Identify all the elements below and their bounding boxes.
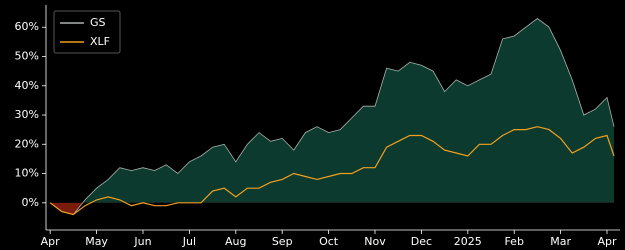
y-tick-label: 50%	[15, 49, 39, 62]
x-tick-label: 2025	[454, 235, 482, 248]
x-tick-label: Feb	[504, 235, 523, 248]
x-tick-label: Mar	[550, 235, 571, 248]
x-tick-label: May	[85, 235, 108, 248]
y-tick-label: 40%	[15, 79, 39, 92]
line	[49, 126, 615, 216]
y-tick-label: 0%	[22, 196, 39, 209]
legend-label: XLF	[90, 35, 110, 48]
y-tick-label: 10%	[15, 167, 39, 180]
area-above	[50, 18, 614, 203]
x-tick-label: Oct	[319, 235, 339, 248]
x-tick-label: Apr	[597, 235, 617, 248]
x-tick-label: Sep	[272, 235, 293, 248]
area-below	[50, 202, 83, 215]
y-tick-label: 20%	[15, 137, 39, 150]
x-tick-label: Dec	[411, 235, 432, 248]
legend-label: GS	[90, 16, 106, 29]
x-tick-label: Aug	[225, 235, 246, 248]
y-tick-label: 60%	[15, 20, 39, 33]
legend-box	[53, 10, 121, 54]
x-tick-label: Jul	[182, 235, 196, 248]
y-tick-label: 30%	[15, 108, 39, 121]
x-tick-label: Jun	[133, 235, 151, 248]
x-tick-label: Nov	[364, 235, 386, 248]
x-tick-label: Apr	[41, 235, 61, 248]
line	[49, 18, 615, 215]
